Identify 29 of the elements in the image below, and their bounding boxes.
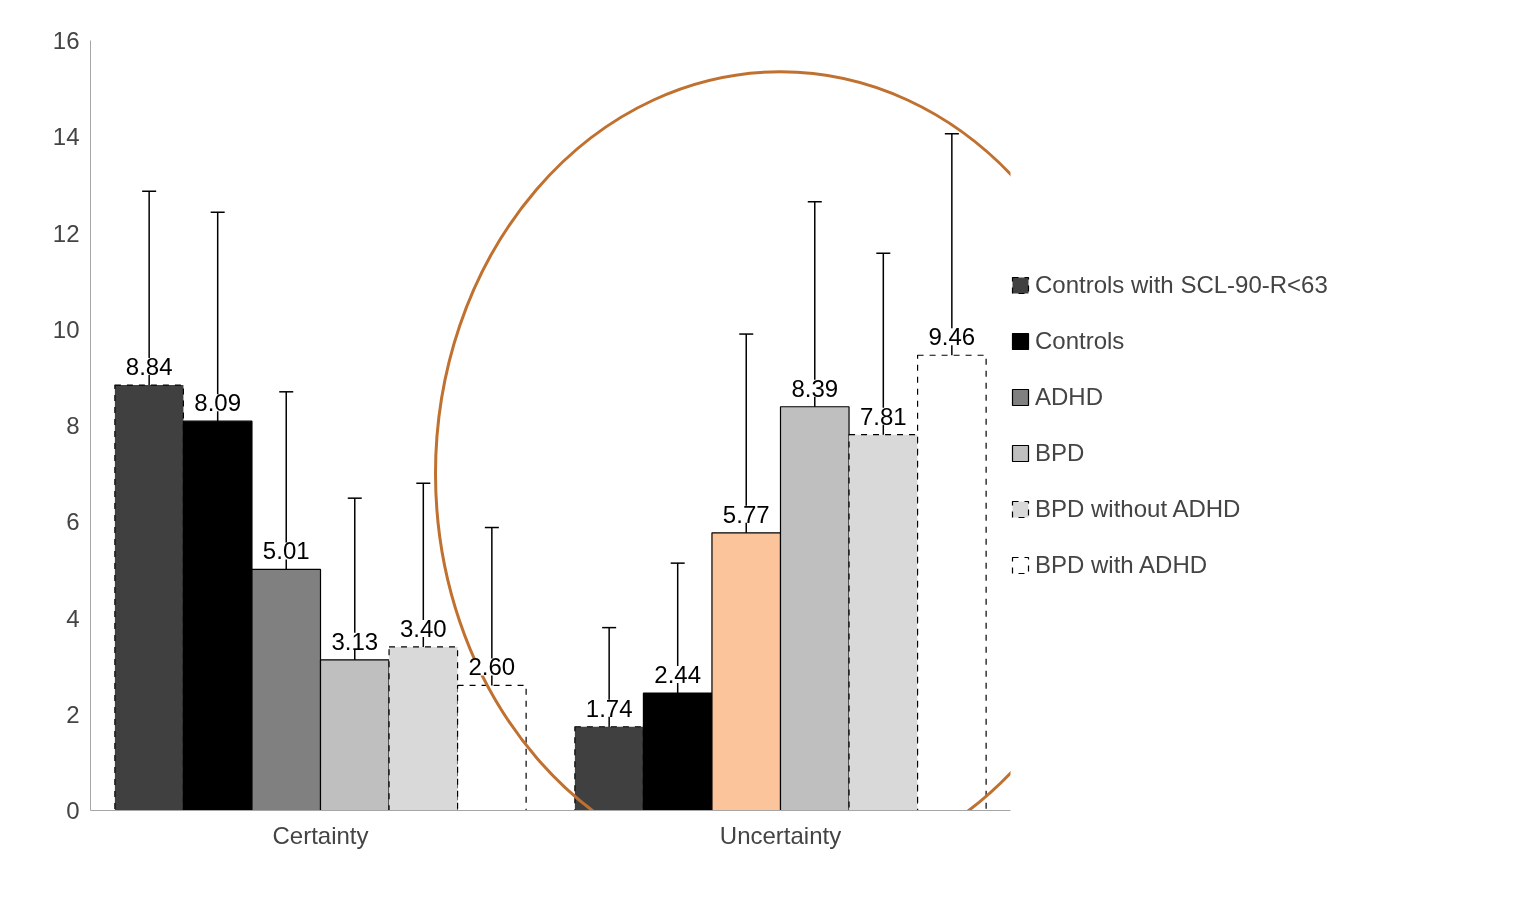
- y-tick-label: 8: [66, 412, 80, 439]
- legend-label: Controls: [1035, 327, 1125, 355]
- data-label: 7.81: [859, 402, 907, 430]
- data-label: 5.01: [262, 537, 310, 565]
- data-label: 2.60: [468, 653, 516, 681]
- legend-label: BPD with ADHD: [1035, 551, 1208, 579]
- data-label: 3.40: [399, 614, 447, 642]
- y-tick-label: 0: [66, 797, 80, 824]
- data-label: 8.09: [194, 389, 242, 417]
- y-tick-label: 2: [66, 700, 80, 728]
- legend-label: Controls with SCL-90-R<63: [1035, 271, 1328, 299]
- y-tick-label: 14: [52, 123, 80, 151]
- data-label: 3.13: [331, 627, 379, 655]
- data-label: 1.74: [585, 694, 633, 722]
- y-tick-label: 6: [66, 508, 80, 536]
- data-label: 9.46: [928, 323, 976, 351]
- y-tick-label: 16: [52, 27, 80, 54]
- data-label: 5.77: [722, 500, 770, 528]
- y-tick-label: 10: [52, 315, 80, 343]
- legend-label: ADHD: [1035, 383, 1104, 411]
- x-tick-label: Certainty: [272, 821, 369, 849]
- data-label: 8.39: [791, 374, 839, 402]
- data-label: 2.44: [654, 661, 702, 689]
- data-label: 8.84: [125, 353, 173, 381]
- x-tick-label: Uncertainty: [719, 821, 842, 849]
- y-tick-label: 4: [66, 604, 80, 632]
- legend-label: BPD without ADHD: [1035, 495, 1241, 523]
- legend-label: BPD: [1035, 439, 1085, 467]
- y-tick-label: 12: [52, 219, 80, 247]
